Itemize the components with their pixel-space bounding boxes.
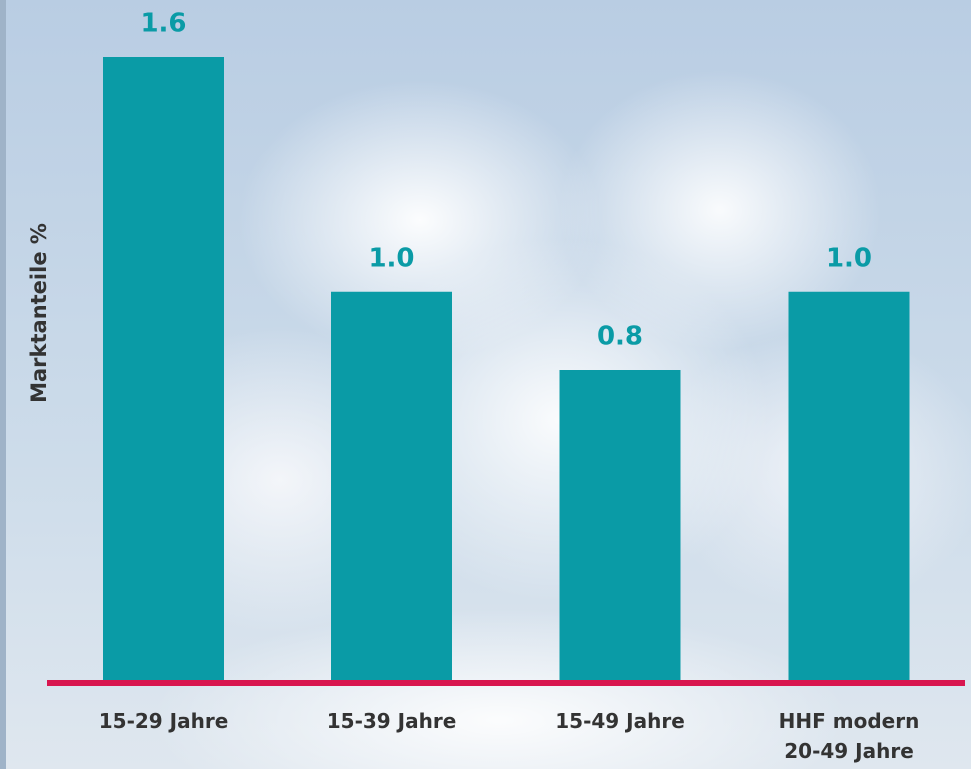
value-label: 1.0: [368, 243, 414, 273]
y-axis-label: Marktanteile %: [27, 223, 51, 403]
bar: [789, 292, 910, 683]
value-label: 0.8: [597, 322, 643, 352]
x-tick-label: 15-49 Jahre: [525, 706, 715, 736]
page: {"chart_data": {"type": "bar", "y_label"…: [0, 0, 971, 769]
chart: Marktanteile % 1.6 1.0 0.8 1.0: [0, 0, 971, 769]
baseline: [47, 680, 965, 686]
bar: [560, 370, 681, 683]
bar: [103, 57, 224, 683]
bar: [331, 292, 452, 683]
value-label: 1.6: [140, 9, 186, 39]
left-border: [0, 0, 6, 769]
x-tick-label: 15-29 Jahre: [69, 706, 259, 736]
x-tick-label: HHF modern 20-49 Jahre: [774, 706, 924, 766]
x-tick-label: 15-39 Jahre: [297, 706, 487, 736]
value-label: 1.0: [826, 243, 872, 273]
